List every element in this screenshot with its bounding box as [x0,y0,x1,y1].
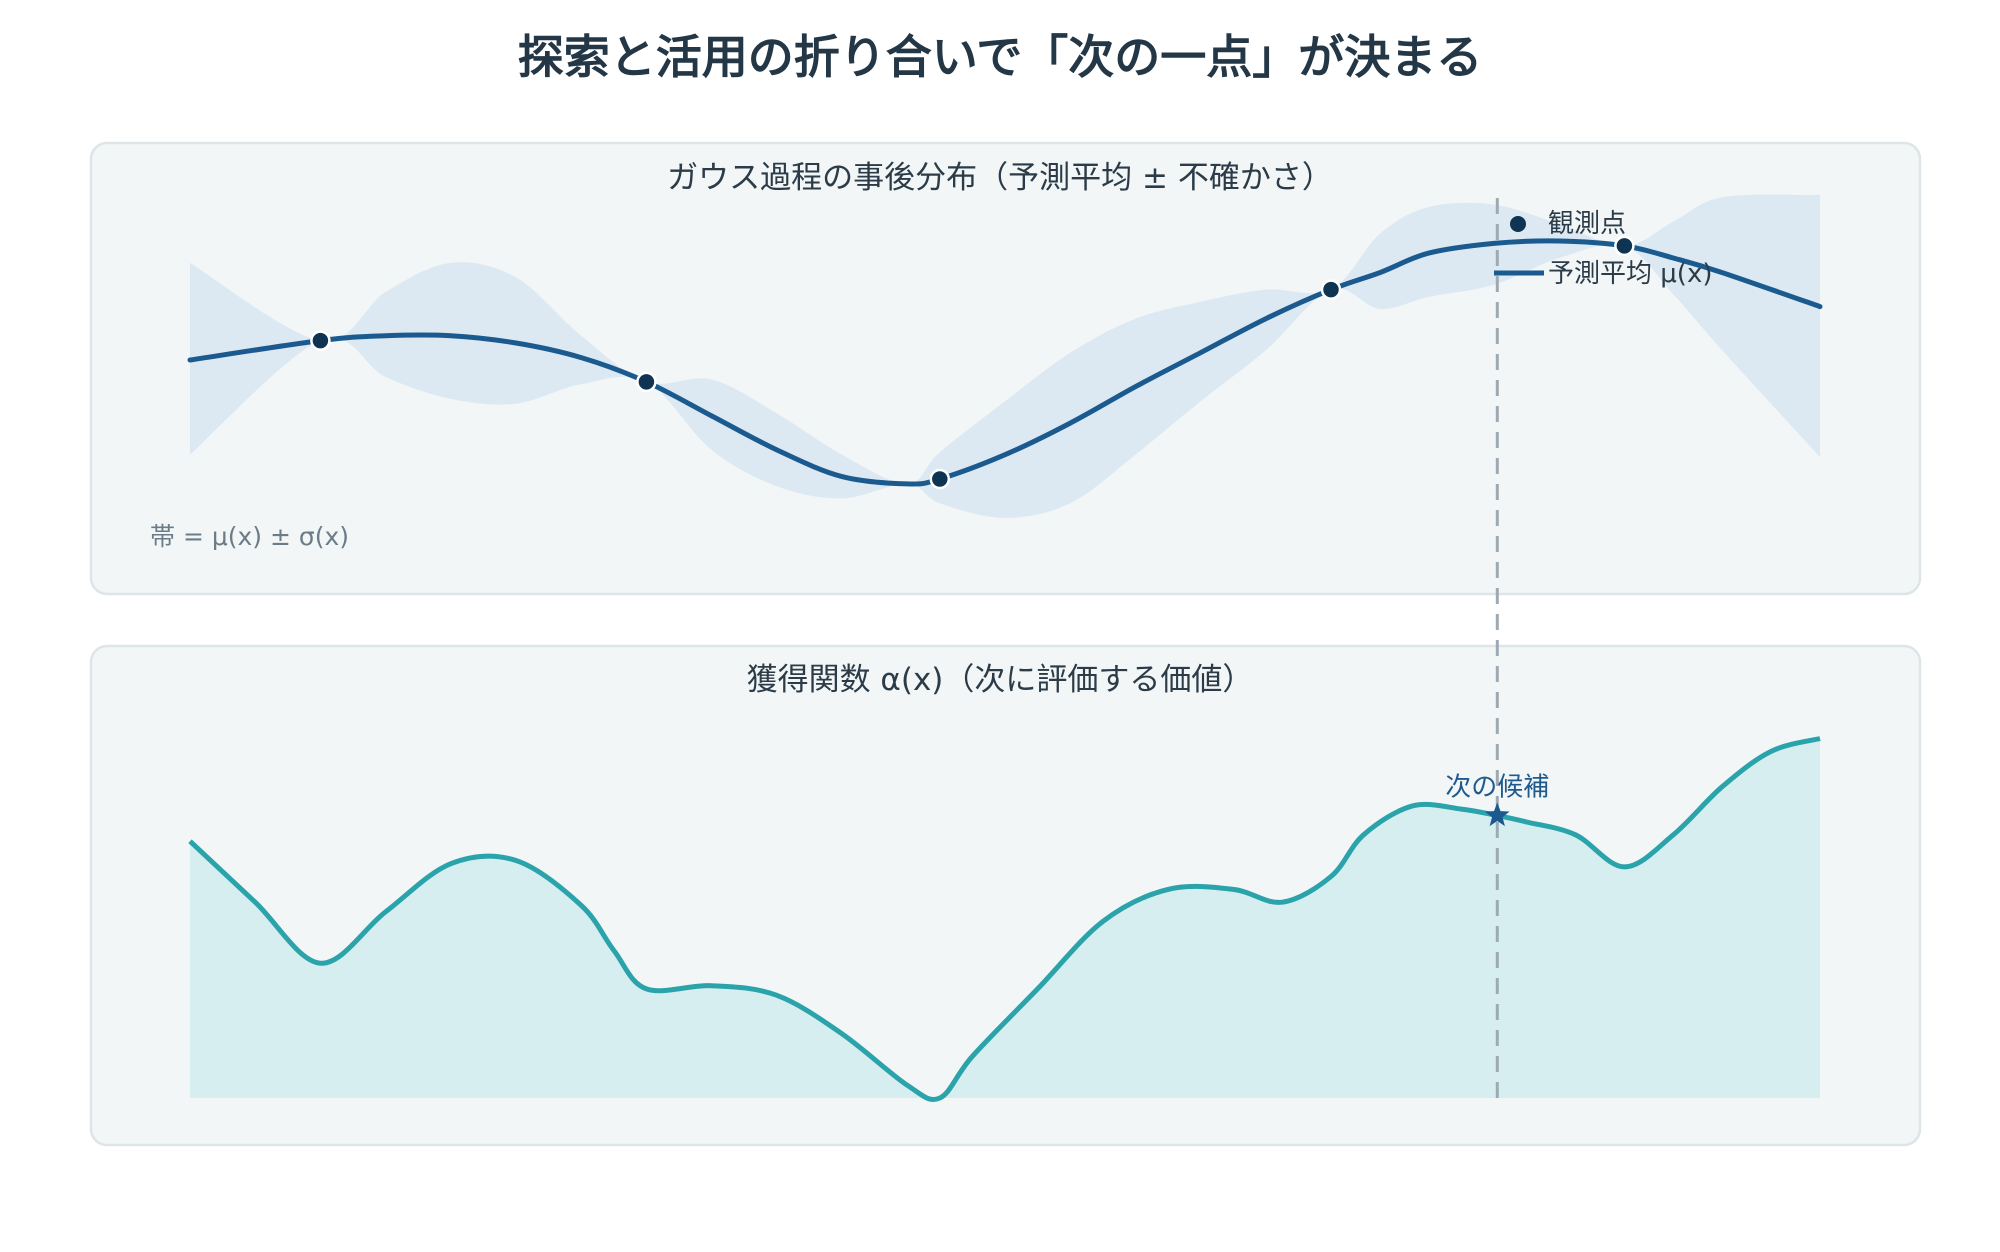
next-candidate-star-icon [1484,802,1510,827]
observed-point [929,468,951,490]
acquisition-panel-title: 獲得関数 α(x)（次に評価する価値） [747,662,1254,698]
figure-title: 探索と活用の折り合いで「次の一点」が決まる [518,30,1483,84]
posterior-panel [89,141,1922,596]
legend: 観測点 予測平均 μ(x) [1494,209,1712,289]
posterior-chart [187,194,1823,518]
observed-points [310,235,1635,490]
mean-line [187,238,1823,487]
uncertainty-band [190,194,1820,518]
posterior-panel-title: ガウス過程の事後分布（予測平均 ± 不確かさ） [667,160,1333,196]
legend-observed-marker [1510,216,1526,232]
acquisition-chart [188,736,1821,1103]
acquisition-line [188,736,1821,1103]
band-note: 帯 = μ(x) ± σ(x) [150,522,349,551]
legend-mean-label: 予測平均 μ(x) [1548,259,1712,289]
observed-point [636,371,657,393]
observed-point [1320,279,1342,300]
observed-point [1614,235,1635,257]
next-candidate-label: 次の候補 [1445,773,1549,803]
observed-point [310,330,331,351]
legend-observed-label: 観測点 [1548,209,1626,239]
acquisition-area [190,738,1820,1100]
